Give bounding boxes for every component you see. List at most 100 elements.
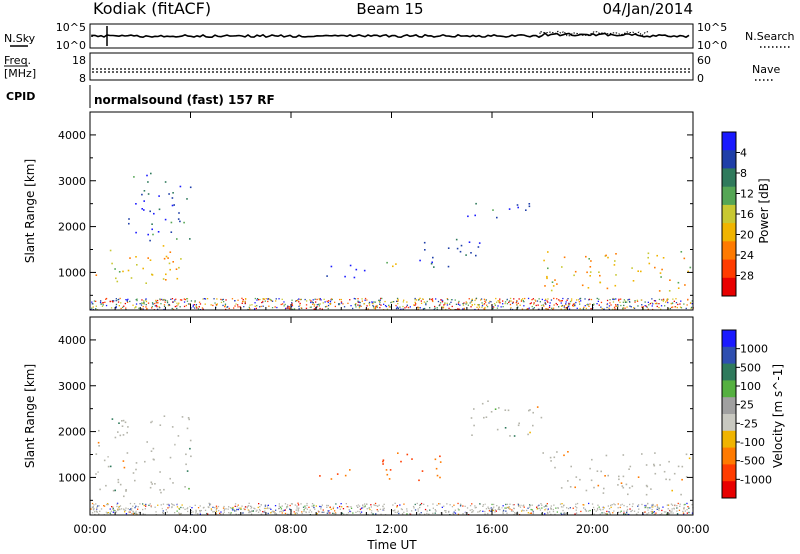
velocity-cell (436, 504, 438, 506)
velocity-cell (248, 502, 250, 504)
power-cell (168, 304, 170, 306)
velocity-cell (99, 510, 101, 512)
velocity-cell (207, 513, 209, 515)
velocity-cell (135, 462, 138, 464)
power-cell (656, 254, 658, 257)
velocity-cell (572, 507, 574, 509)
velocity-cell (357, 506, 359, 508)
power-cell (645, 305, 647, 307)
velocity-cell (629, 508, 631, 510)
velocity-cell (622, 486, 625, 489)
velocity-cell (319, 475, 321, 477)
velocity-cell (490, 510, 492, 512)
velocity-cell (569, 486, 572, 488)
power-cell (441, 301, 444, 303)
velocity-cell (146, 441, 148, 443)
power-cell (672, 302, 674, 304)
power-cell (658, 290, 661, 292)
velocity-cell (178, 512, 180, 514)
velocity-cell (321, 504, 323, 506)
velocity-cell (124, 511, 126, 513)
velocity-cell (411, 458, 413, 460)
power-cell (405, 306, 408, 308)
colorbar-tick-label: 28 (740, 270, 754, 283)
power-cell (483, 308, 485, 310)
velocity-cell (258, 503, 260, 505)
velocity-cell (445, 510, 447, 512)
power-cell (414, 302, 416, 304)
velocity-cell (637, 476, 640, 478)
power-cell (624, 301, 627, 303)
velocity-cell (628, 487, 631, 489)
velocity-cell (275, 509, 277, 511)
power-cell (677, 281, 680, 284)
power-cell (190, 307, 192, 309)
power-cell (380, 297, 382, 300)
power-cell (608, 305, 611, 307)
velocity-cell (296, 512, 298, 514)
velocity-cell (297, 508, 299, 510)
velocity-cell (418, 479, 420, 482)
velocity-cell (134, 479, 136, 482)
power-cell (680, 300, 682, 302)
power-cell (306, 300, 308, 302)
velocity-cell (646, 485, 649, 488)
power-cell (371, 302, 373, 304)
velocity-cell (284, 509, 286, 511)
power-cell (640, 299, 643, 301)
power-cell (281, 298, 283, 300)
power-cell (521, 308, 524, 310)
power-cell (467, 215, 469, 218)
power-cell (243, 306, 245, 308)
velocity-cell (279, 511, 281, 513)
power-cell (140, 304, 143, 306)
velocity-cell (546, 505, 548, 508)
power-cell (141, 302, 143, 304)
power-cell (194, 300, 196, 302)
velocity-cell (281, 512, 283, 514)
velocity-cell (536, 508, 538, 510)
power-cell (615, 305, 617, 307)
power-cell (143, 209, 145, 211)
velocity-cell (291, 503, 293, 505)
power-cell (606, 306, 608, 309)
velocity-cell (627, 493, 629, 496)
velocity-cell (326, 504, 328, 507)
velocity-cell (229, 513, 231, 515)
power-cell (270, 299, 272, 301)
power-cell (499, 300, 501, 302)
power-cell (397, 298, 399, 301)
beam-title: Beam 15 (356, 0, 423, 18)
velocity-cell (659, 464, 661, 466)
power-cell (522, 300, 524, 302)
velocity-cell (364, 503, 366, 505)
power-cell (156, 306, 158, 308)
velocity-cell (272, 510, 274, 512)
power-cell (165, 279, 167, 281)
power-cell (220, 298, 222, 301)
velocity-cell (103, 505, 106, 507)
power-cell (331, 298, 333, 301)
velocity-cell (364, 506, 366, 508)
velocity-cell (257, 511, 260, 513)
velocity-cell (414, 509, 417, 511)
velocity-cell (225, 508, 227, 510)
power-cell (567, 298, 569, 300)
colorbar-swatch (722, 430, 736, 449)
velocity-cell (560, 487, 563, 489)
velocity-cell (550, 507, 552, 509)
power-cell (651, 298, 653, 300)
power-cell (135, 305, 137, 308)
power-cell (517, 206, 519, 209)
power-cell (677, 287, 680, 289)
power-cell (291, 303, 293, 305)
velocity-cell (280, 506, 282, 508)
power-cell (147, 193, 150, 195)
power-cell (101, 302, 104, 304)
power-cell (372, 303, 374, 305)
velocity-cell (585, 510, 587, 512)
power-cell (439, 302, 442, 304)
velocity-cell (397, 452, 399, 454)
power-cell (142, 308, 144, 310)
power-cell (379, 303, 381, 305)
